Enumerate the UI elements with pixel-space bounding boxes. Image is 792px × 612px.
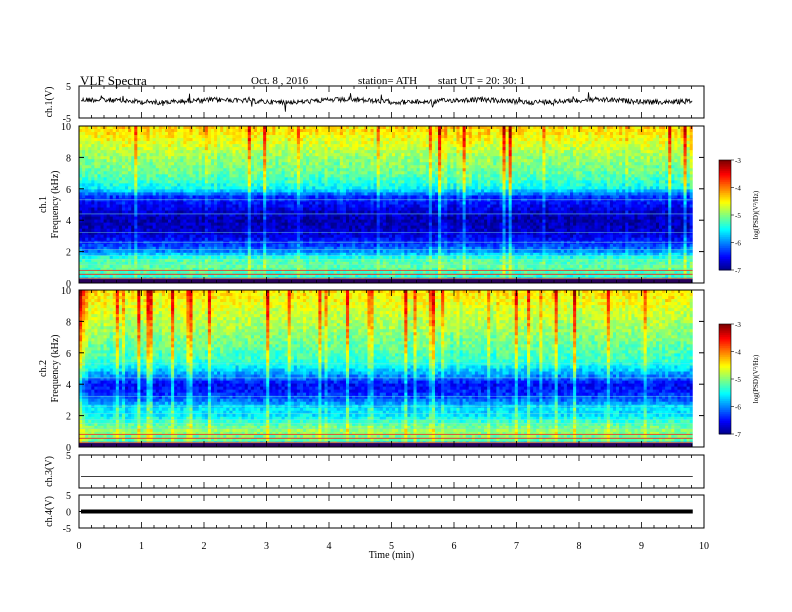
- ch1_spectrogram-ytick-8: 8: [66, 153, 71, 164]
- vlf-figure: 5-5ch.1(V)0246810ch.1 Frequency (kHz)-3-4…: [0, 0, 792, 612]
- ch2_spectrogram-colorbar-label: log(PSD)(V²/Hz): [752, 354, 760, 403]
- ch2_spectrogram-ytick-6: 6: [66, 349, 71, 360]
- ch1_spectrogram-empty-tail: [693, 126, 704, 283]
- ch1_spectrogram-ytick-10: 10: [61, 122, 71, 133]
- ch3_waveform-ytick-5: 5: [66, 451, 71, 462]
- ch2_spectrogram-colorbar-tick--7: -7: [735, 431, 741, 439]
- ch2_spectrogram-ytick-2: 2: [66, 412, 71, 423]
- ch2_spectrogram-ylabel: Frequency (kHz): [50, 334, 61, 402]
- ch1_spectrogram-heatmap: [79, 126, 693, 283]
- xtick-8: 8: [577, 541, 582, 552]
- ch1_spectrogram-colorbar-tick--6: -6: [735, 240, 741, 248]
- xtick-4: 4: [327, 541, 332, 552]
- ch2_spectrogram-ytick-8: 8: [66, 317, 71, 328]
- ch4_waveform-ylabel: ch.4(V): [44, 496, 55, 527]
- xtick-10: 10: [699, 541, 709, 552]
- ch1_spectrogram-ylabel: Frequency (kHz): [50, 170, 61, 238]
- ch1_spectrogram-colorbar-tick--7: -7: [735, 267, 741, 275]
- ch2_spectrogram-colorbar-tick--5: -5: [735, 376, 741, 384]
- ch2_spectrogram-low-freq-band: [79, 443, 693, 447]
- ch4_waveform-ytick-0: 0: [66, 508, 71, 519]
- ch4_waveform-ytick-5: 5: [66, 491, 71, 502]
- ch2_spectrogram-colorbar: [719, 324, 734, 435]
- ch1_spectrogram-ylabel-channel: ch.1: [38, 196, 49, 213]
- ch1_spectrogram-ytick-6: 6: [66, 185, 71, 196]
- ch1_waveform-ylabel: ch.1(V): [44, 87, 55, 118]
- ch1_spectrogram-ytick-2: 2: [66, 248, 71, 259]
- ch1_waveform-signal-line: [81, 92, 692, 111]
- xtick-0: 0: [77, 541, 82, 552]
- ch1_spectrogram-colorbar-tick--5: -5: [735, 212, 741, 220]
- xtick-9: 9: [639, 541, 644, 552]
- ch2_spectrogram-ytick-10: 10: [61, 286, 71, 297]
- ch4_waveform-ytick--5: -5: [63, 524, 71, 535]
- ch1_spectrogram-colorbar-tick--3: -3: [735, 157, 741, 165]
- ch1_spectrogram-ytick-4: 4: [66, 216, 71, 227]
- ch1_spectrogram-colorbar-tick--4: -4: [735, 185, 741, 193]
- ch1_waveform-ytick-5: 5: [66, 82, 71, 93]
- ch1_spectrogram-colorbar: [719, 160, 734, 271]
- ch2_spectrogram-colorbar-tick--3: -3: [735, 321, 741, 329]
- ch1_spectrogram-low-freq-band: [79, 279, 693, 283]
- ch3_waveform-ylabel: ch.3(V): [44, 456, 55, 487]
- ch2_spectrogram-ytick-4: 4: [66, 380, 71, 391]
- ch2_spectrogram-colorbar-tick--4: -4: [735, 349, 741, 357]
- xtick-6: 6: [452, 541, 457, 552]
- xtick-1: 1: [139, 541, 144, 552]
- ch2_spectrogram-ylabel-channel: ch.2: [38, 360, 49, 377]
- ch1_spectrogram-colorbar-label: log(PSD)(V²/Hz): [752, 190, 760, 239]
- xtick-2: 2: [202, 541, 207, 552]
- ch2_spectrogram-heatmap: [79, 290, 693, 447]
- ch2_spectrogram-colorbar-tick--6: -6: [735, 404, 741, 412]
- xtick-3: 3: [264, 541, 269, 552]
- ch3_waveform-x-minor-ticks: [79, 455, 704, 488]
- ch2_spectrogram-empty-tail: [693, 290, 704, 447]
- x-axis-label: Time (min): [369, 550, 414, 561]
- xtick-7: 7: [514, 541, 519, 552]
